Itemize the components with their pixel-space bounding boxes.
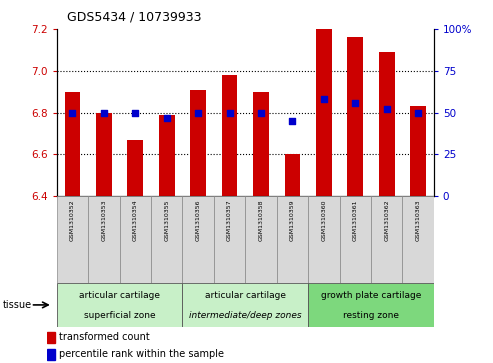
Text: growth plate cartilage: growth plate cartilage <box>321 291 421 300</box>
Text: percentile rank within the sample: percentile rank within the sample <box>59 349 224 359</box>
Bar <box>284 154 300 196</box>
Text: GSM1310362: GSM1310362 <box>384 200 389 241</box>
Text: GSM1310359: GSM1310359 <box>290 200 295 241</box>
Text: GSM1310357: GSM1310357 <box>227 200 232 241</box>
Text: tissue: tissue <box>2 300 32 310</box>
Bar <box>348 37 363 196</box>
Bar <box>182 196 214 283</box>
Text: GDS5434 / 10739933: GDS5434 / 10739933 <box>67 11 201 24</box>
Point <box>69 110 76 115</box>
Bar <box>47 349 55 360</box>
Text: GSM1310356: GSM1310356 <box>196 200 201 241</box>
Text: intermediate/deep zones: intermediate/deep zones <box>189 311 302 320</box>
Bar <box>119 196 151 283</box>
Bar <box>340 196 371 283</box>
Bar <box>222 75 238 196</box>
Bar <box>57 196 88 283</box>
Point <box>288 118 296 124</box>
Bar <box>151 196 182 283</box>
Bar <box>127 140 143 196</box>
Text: resting zone: resting zone <box>343 311 399 320</box>
Bar <box>316 29 332 196</box>
Bar <box>410 106 426 196</box>
Bar <box>190 90 206 196</box>
Text: GSM1310354: GSM1310354 <box>133 200 138 241</box>
Text: articular cartilage: articular cartilage <box>205 291 286 300</box>
Text: GSM1310360: GSM1310360 <box>321 200 326 241</box>
Text: GSM1310353: GSM1310353 <box>102 200 106 241</box>
Text: GSM1310358: GSM1310358 <box>258 200 263 241</box>
Point <box>194 110 202 115</box>
Text: GSM1310355: GSM1310355 <box>164 200 169 241</box>
Bar <box>96 113 112 196</box>
Bar <box>277 196 308 283</box>
Text: superficial zone: superficial zone <box>84 311 155 320</box>
Bar <box>308 283 434 327</box>
Text: GSM1310363: GSM1310363 <box>416 200 421 241</box>
Point <box>352 99 359 105</box>
Text: GSM1310361: GSM1310361 <box>353 200 358 241</box>
Text: GSM1310352: GSM1310352 <box>70 200 75 241</box>
Bar <box>88 196 119 283</box>
Point <box>383 106 390 112</box>
Point <box>414 110 422 115</box>
Bar <box>65 91 80 196</box>
Bar <box>402 196 434 283</box>
Bar <box>308 196 340 283</box>
Bar <box>182 283 308 327</box>
Bar <box>245 196 277 283</box>
Bar <box>47 332 55 343</box>
Point <box>163 115 171 121</box>
Bar <box>159 115 175 196</box>
Bar <box>253 91 269 196</box>
Bar <box>371 196 402 283</box>
Text: transformed count: transformed count <box>59 332 150 342</box>
Point <box>257 110 265 115</box>
Text: articular cartilage: articular cartilage <box>79 291 160 300</box>
Point <box>131 110 139 115</box>
Point <box>320 96 328 102</box>
Point <box>226 110 234 115</box>
Bar <box>214 196 246 283</box>
Point <box>100 110 108 115</box>
Bar <box>379 52 394 196</box>
Bar <box>57 283 182 327</box>
